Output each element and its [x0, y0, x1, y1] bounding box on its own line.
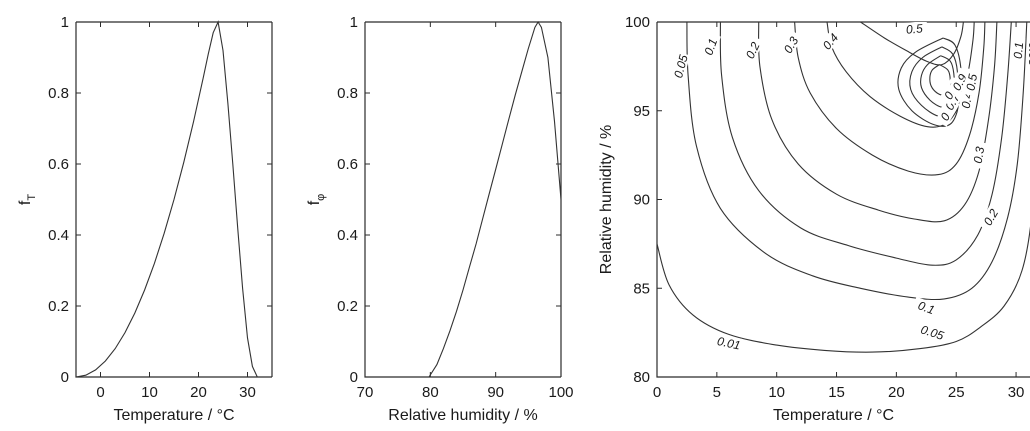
contour-lines: 0.010.050.10.20.30.40.50.60.70.80.90.40.…	[657, 21, 1030, 353]
y-tick-label: 95	[633, 103, 650, 120]
contour-line	[719, 22, 1012, 266]
x-tick-label: 20	[190, 384, 207, 401]
x-tick-label: 30	[1008, 384, 1025, 401]
x-axis-label: Temperature / °C	[773, 407, 894, 424]
contour-line	[826, 22, 975, 128]
panel-humidity-response: 70 80 90 100 0 0.2 0.4 0.6 0.8 1 Relative humidity…	[306, 14, 574, 424]
contour-line	[657, 226, 1030, 353]
contour-label: 0.05	[671, 53, 691, 79]
y-axis-label: fT	[17, 194, 38, 205]
contour-label: 0.05	[919, 322, 946, 343]
y-tick-label: 0.2	[48, 298, 69, 315]
y-tick-label: 0.4	[48, 227, 69, 244]
x-axis-label: Temperature / °C	[113, 407, 234, 424]
y-axis-label: Relative humidity / %	[598, 125, 615, 274]
contour-label-gap	[947, 67, 972, 97]
series-line	[75, 20, 258, 378]
x-tick-label: 0	[653, 384, 661, 401]
axes-frame	[364, 21, 562, 378]
y-tick-label: 0.8	[337, 85, 358, 102]
y-tick-label: 0.8	[48, 85, 69, 102]
contour-label: 0.01	[716, 334, 742, 353]
y-tick-label: 1	[61, 14, 69, 31]
y-tick-label: 0.6	[337, 156, 358, 173]
contour-label-gap	[918, 321, 947, 343]
x-tick-label: 25	[948, 384, 965, 401]
contour-label-gap	[778, 30, 803, 60]
contour-label: 0.1	[916, 298, 936, 317]
y-tick-label: 100	[625, 14, 650, 31]
x-tick-label: 5	[713, 384, 721, 401]
contour-line	[897, 37, 962, 127]
x-tick-label: 80	[422, 384, 439, 401]
x-tick-label: 0	[96, 384, 104, 401]
x-tick-label: 30	[239, 384, 256, 401]
x-tick-label: 15	[828, 384, 845, 401]
contour-line	[860, 22, 964, 66]
contour-label-gap	[912, 296, 941, 318]
contour-line	[794, 22, 986, 176]
contour-label-gap	[740, 35, 764, 65]
x-tick-label: 90	[487, 384, 504, 401]
contour-label: 0.5	[963, 73, 980, 92]
contour-label: 0.05	[1026, 42, 1030, 66]
x-tick-label: 10	[141, 384, 158, 401]
contour-label-gap	[900, 22, 928, 37]
contour-label-gap	[978, 202, 1003, 232]
contour-label-gap	[962, 68, 980, 97]
contour-label-gap	[816, 27, 844, 56]
contour-label-gap	[1010, 36, 1026, 64]
contour-line	[929, 64, 951, 96]
contour-label: 0.3	[971, 145, 988, 164]
contour-label: 0.2	[743, 40, 763, 61]
y-tick-label: 85	[633, 280, 650, 297]
y-tick-label: 0.6	[48, 156, 69, 173]
contour-label-gap	[714, 333, 743, 352]
y-tick-label: 0	[61, 369, 69, 386]
panel-temperature-response: 0 10 20 30 0 0.2 0.4 0.6 0.8 1 Temperature / °C fT	[17, 14, 273, 424]
x-tick-label: 20	[888, 384, 905, 401]
x-tick-label: 100	[548, 384, 573, 401]
contour-label-gap	[699, 32, 721, 62]
contour-label-gap	[969, 141, 988, 169]
contour-label: 0.1	[701, 37, 720, 57]
contour-line	[758, 22, 998, 223]
x-axis-label: Relative humidity / %	[388, 407, 537, 424]
contour-label: 0.5	[905, 21, 923, 36]
y-tick-label: 90	[633, 192, 650, 209]
y-axis-label: fφ	[306, 194, 327, 206]
series-line	[428, 20, 562, 378]
y-tick-label: 80	[633, 369, 650, 386]
y-tick-label: 0.2	[337, 298, 358, 315]
y-tick-label: 0	[350, 369, 358, 386]
contour-line	[686, 22, 1028, 301]
y-tick-label: 0.4	[337, 227, 358, 244]
x-tick-label: 70	[357, 384, 374, 401]
panel-contour-plot: 0 5 10 15 20 25 30 80 85 90 95 100 Temperature / °C R…	[598, 14, 1030, 424]
x-tick-label: 10	[768, 384, 785, 401]
contour-label: 0.1	[1011, 41, 1026, 59]
y-tick-label: 1	[350, 14, 358, 31]
